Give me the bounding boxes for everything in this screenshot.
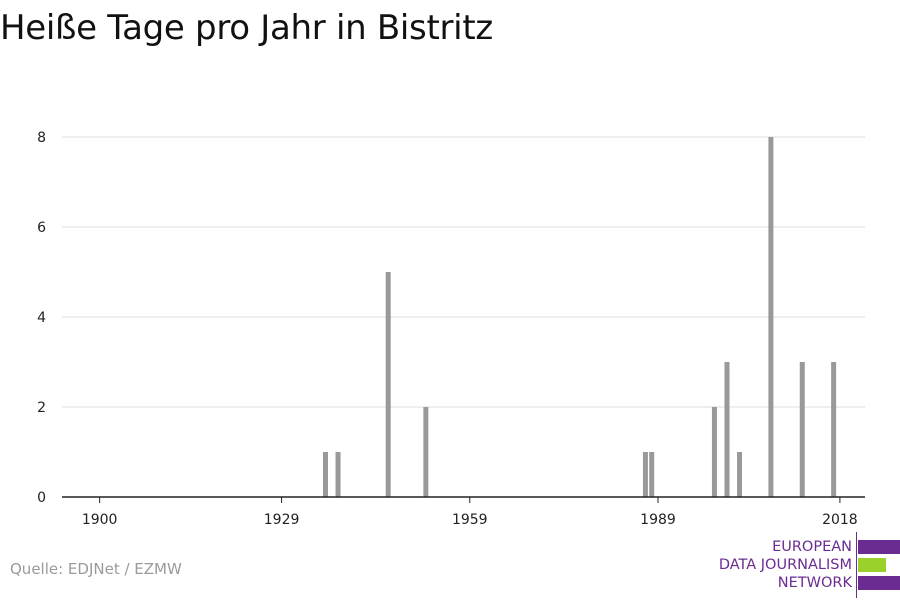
y-tick-label-6: 6: [37, 220, 46, 236]
logo-line-2: DATA JOURNALISM: [718, 557, 852, 573]
y-tick-label-0: 0: [37, 490, 46, 506]
bar-1998: [711, 407, 717, 497]
bar-2000: [724, 362, 730, 497]
bar-1946: [385, 272, 391, 497]
y-tick-label-8: 8: [37, 130, 46, 146]
bar-2017: [831, 362, 837, 497]
edjnet-logo: EUROPEAN DATA JOURNALISM NETWORK: [706, 532, 900, 598]
bar-1938: [335, 452, 341, 497]
logo-line-3: NETWORK: [777, 575, 852, 591]
x-tick-label-1959: 1959: [452, 512, 488, 528]
x-tick-label-2018: 2018: [822, 512, 858, 528]
grid-lines: [62, 136, 865, 408]
bar-2012: [799, 362, 805, 497]
logo-bar-top: [858, 540, 900, 554]
bars: [322, 137, 837, 497]
source-note: Quelle: EDJNet / EZMW: [10, 560, 182, 578]
x-tick-label-1989: 1989: [640, 512, 676, 528]
bar-1987: [642, 452, 648, 497]
logo-bar-middle: [858, 558, 886, 572]
logo-line-1: EUROPEAN: [772, 539, 852, 555]
y-tick-label-2: 2: [37, 400, 46, 416]
logo-divider: [856, 532, 857, 598]
logo-bar-bottom: [858, 576, 900, 590]
bar-2002: [737, 452, 743, 497]
bar-1952: [423, 407, 429, 497]
bar-1988: [649, 452, 655, 497]
x-tick-label-1900: 1900: [82, 512, 118, 528]
axes: 0 2 4 6 8 1900 1929 1959 1989 2018: [37, 130, 865, 528]
chart-title: Heiße Tage pro Jahr in Bistritz: [0, 8, 493, 48]
y-tick-label-4: 4: [37, 310, 46, 326]
bar-2007: [768, 137, 774, 497]
bar-1936: [322, 452, 328, 497]
x-tick-label-1929: 1929: [264, 512, 300, 528]
